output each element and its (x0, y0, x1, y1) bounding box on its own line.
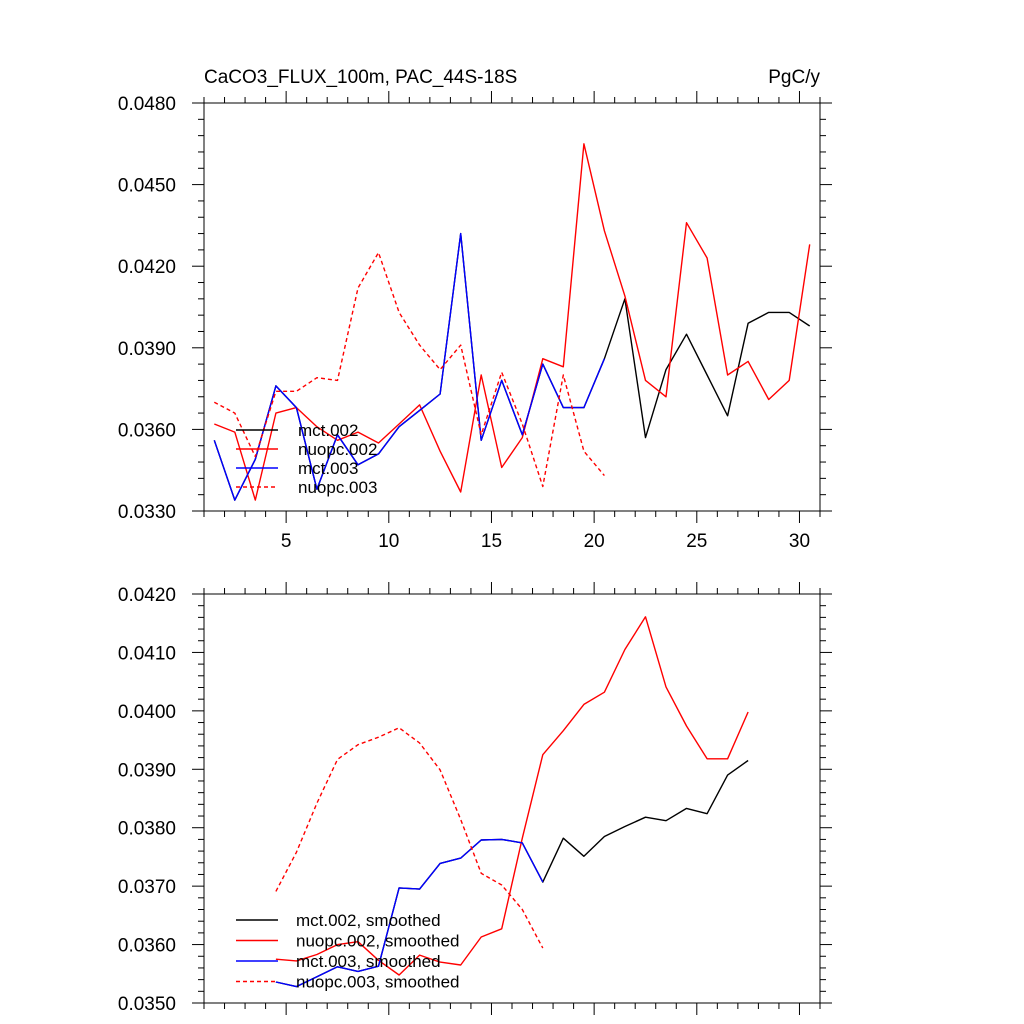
series-line-nuopc-003 (213, 251, 605, 488)
top-plot-frame (203, 102, 821, 512)
top-panel: CaCO3_FLUX_100m, PAC_44S-18S PgC/y 5 10 15… (118, 67, 832, 552)
x-tick-label: 25 (686, 531, 707, 552)
units-label: PgC/y (768, 67, 820, 88)
bottom-panel: 0.0350 0.0360 0.0370 0.0380 0.0390 0.0400 0.04… (118, 582, 832, 1015)
y-tick-label: 0.0350 (118, 994, 176, 1015)
legend-label: mct.003, smoothed (296, 952, 441, 971)
bottom-axis-ticks (192, 582, 832, 1015)
bottom-legend: mct.002, smoothed nuopc.002, smoothedmct.… (236, 911, 460, 992)
y-tick-label: 0.0330 (118, 502, 176, 523)
y-tick-label: 0.0400 (118, 702, 176, 723)
legend-label: nuopc.003 (298, 478, 377, 497)
y-tick-label: 0.0420 (118, 585, 176, 606)
y-tick-label: 0.0360 (118, 936, 176, 957)
chart-title: CaCO3_FLUX_100m, PAC_44S-18S (204, 67, 517, 88)
y-tick-label: 0.0480 (118, 94, 176, 115)
x-tick-label: 20 (584, 531, 605, 552)
y-tick-label: 0.0390 (118, 760, 176, 781)
y-tick-label: 0.0390 (118, 339, 176, 360)
top-series-group (213, 143, 811, 501)
legend-label: mct.002, smoothed (296, 911, 441, 930)
legend-label: mct.003 (298, 459, 358, 478)
x-tick-label: 15 (481, 531, 502, 552)
bottom-series-group (275, 616, 749, 988)
series-line-nuopc-002-smoothed (275, 616, 749, 976)
x-tick-label: 10 (378, 531, 399, 552)
y-tick-label: 0.0410 (118, 643, 176, 664)
y-tick-label: 0.0360 (118, 420, 176, 441)
series-line-nuopc-002 (214, 143, 811, 501)
y-tick-label: 0.0380 (118, 819, 176, 840)
bottom-axis-tick-labels: 0.0350 0.0360 0.0370 0.0380 0.0390 0.0400 0.04… (118, 585, 176, 1015)
top-axis-ticks (192, 91, 832, 523)
legend-label: nuopc.002 (298, 440, 377, 459)
y-tick-label: 0.0420 (118, 257, 176, 278)
x-tick-label: 30 (789, 531, 810, 552)
series-line-mct-003 (213, 232, 606, 501)
y-tick-label: 0.0370 (118, 877, 176, 898)
x-tick-label: 5 (281, 531, 292, 552)
legend-label: nuopc.002, smoothed (296, 932, 460, 951)
series-line-mct-003-smoothed (275, 838, 544, 988)
series-line-nuopc-003-smoothed (275, 727, 544, 949)
top-axis-tick-labels: 5 10 15 20 25 30 0.0330 0.0360 0.0390 0.0420 0.045… (118, 94, 810, 552)
y-tick-label: 0.0450 (118, 176, 176, 197)
legend-label: mct.002 (298, 421, 358, 440)
legend-label: nuopc.003, smoothed (296, 973, 460, 992)
